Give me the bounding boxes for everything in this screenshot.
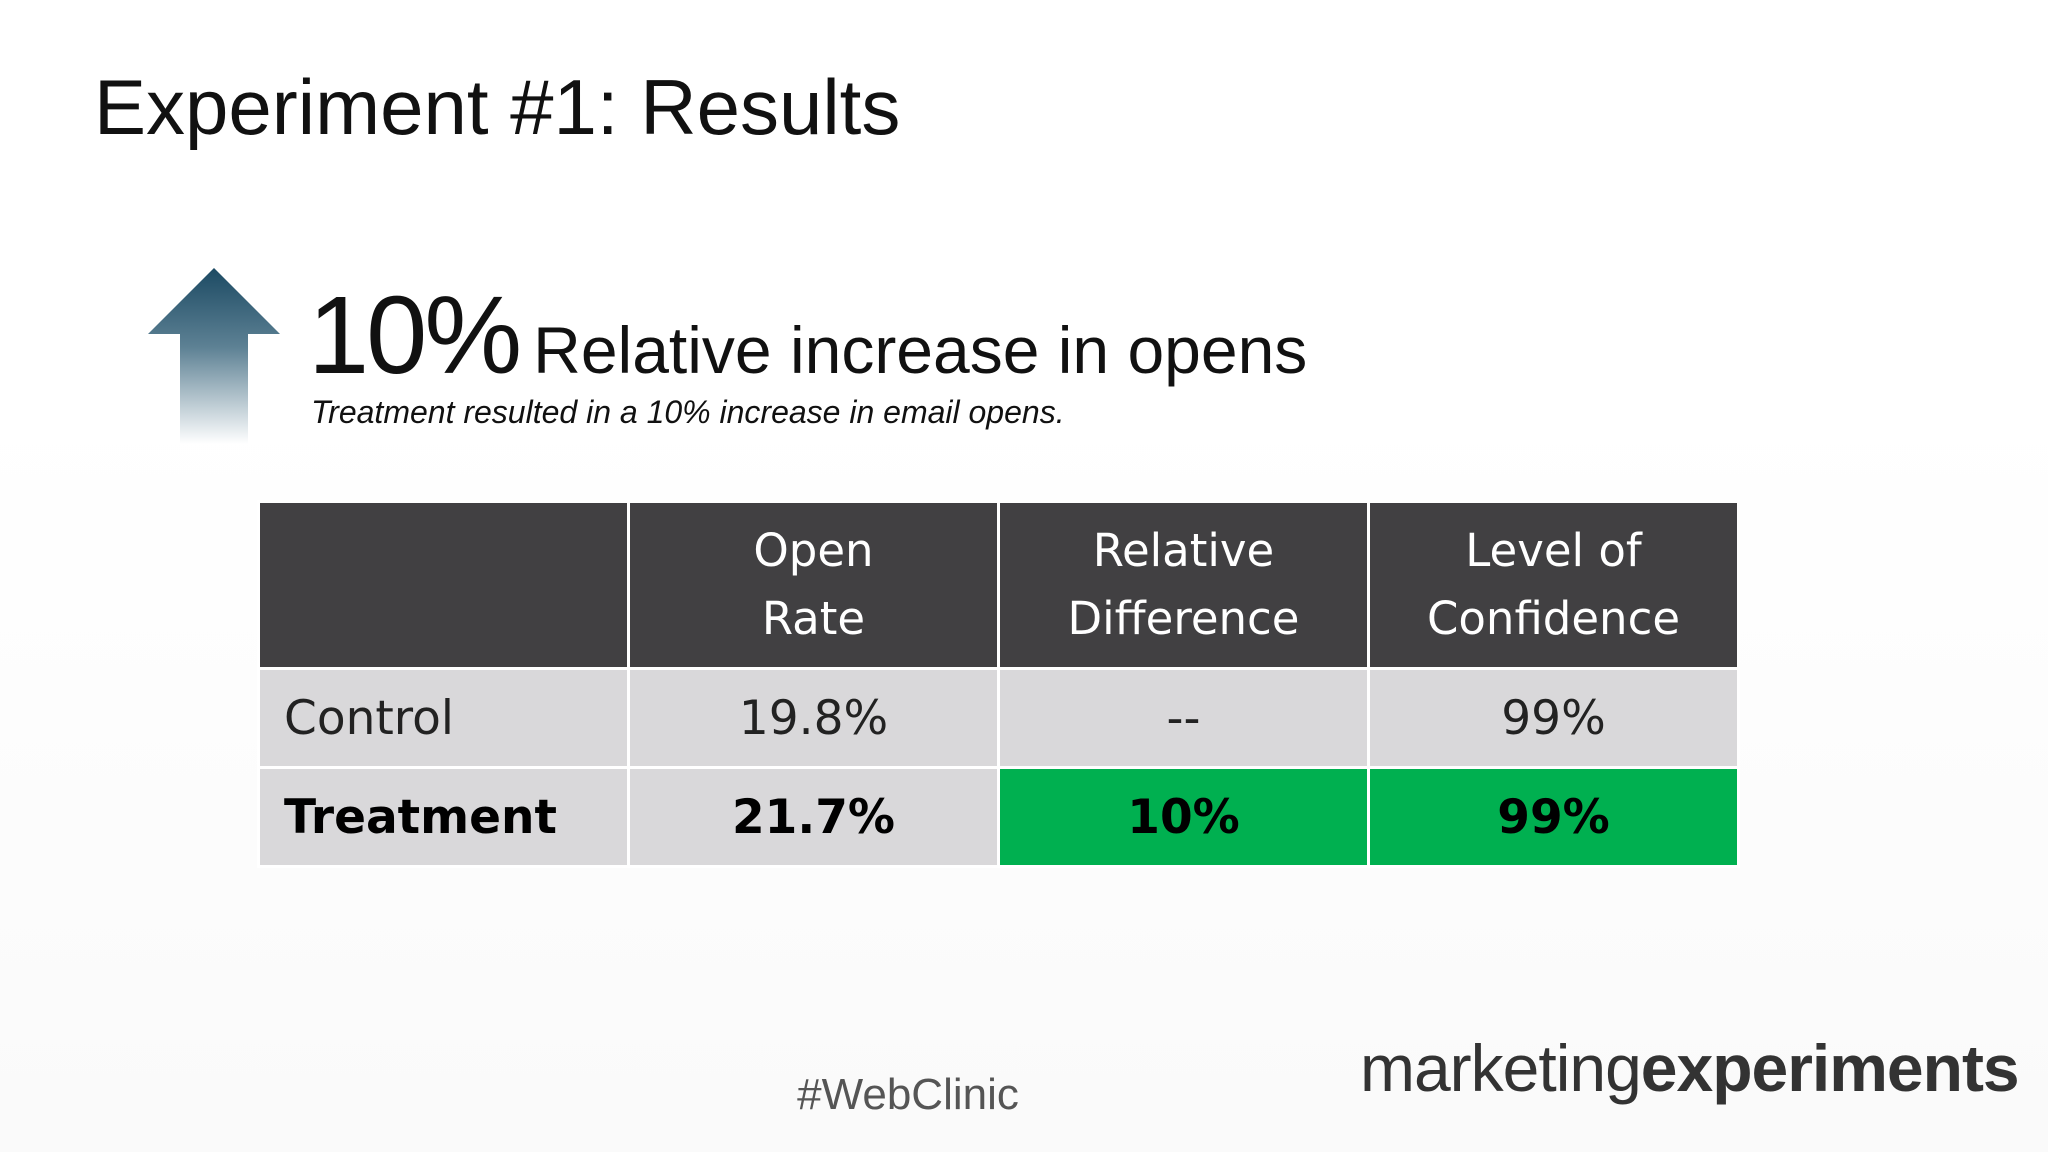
logo-part: marketing [1360,1031,1642,1105]
logo-part: experiments [1640,1031,2020,1105]
header-line: Relative [1092,524,1275,577]
headline-text: Relative increase in opens [533,313,1308,387]
header-line: Difference [1067,592,1300,645]
table-row: Treatment 21.7% 10% 99% [257,766,1740,868]
results-table: Open Rate Relative Difference Level of Confid… [257,500,1740,868]
header-cell: Level of Confidence [1367,500,1740,670]
subtitle: Treatment resulted in a 10% increase in … [311,394,1065,430]
cell: -- [997,667,1370,769]
header-row: Open Rate Relative Difference Level of Confid… [257,500,1740,670]
table-row: Control 19.8% -- 99% [257,667,1740,769]
cell: 99% [1367,667,1740,769]
headline: 10% Relative increase in opens [308,272,1307,399]
title: Experiment #1: Results [94,63,901,151]
row-label: Control [257,667,630,769]
header-cell: Relative Difference [997,500,1370,670]
hashtag: #WebClinic [797,1070,1019,1119]
row-label: Treatment [257,766,630,868]
cell: 21.7% [627,766,1000,868]
cell: 19.8% [627,667,1000,769]
header-line: Rate [761,592,866,645]
header-cell: Open Rate [627,500,1000,670]
cell: 99% [1367,766,1740,868]
logo: marketingexperiments [1360,1030,2020,1106]
header-cell [257,500,630,670]
header-line: Level of [1465,524,1642,577]
header-line: Open [753,524,874,577]
headline-percent: 10% [308,274,522,397]
header-line: Confidence [1426,592,1680,645]
up-arrow [148,268,280,444]
cell: 10% [997,766,1370,868]
